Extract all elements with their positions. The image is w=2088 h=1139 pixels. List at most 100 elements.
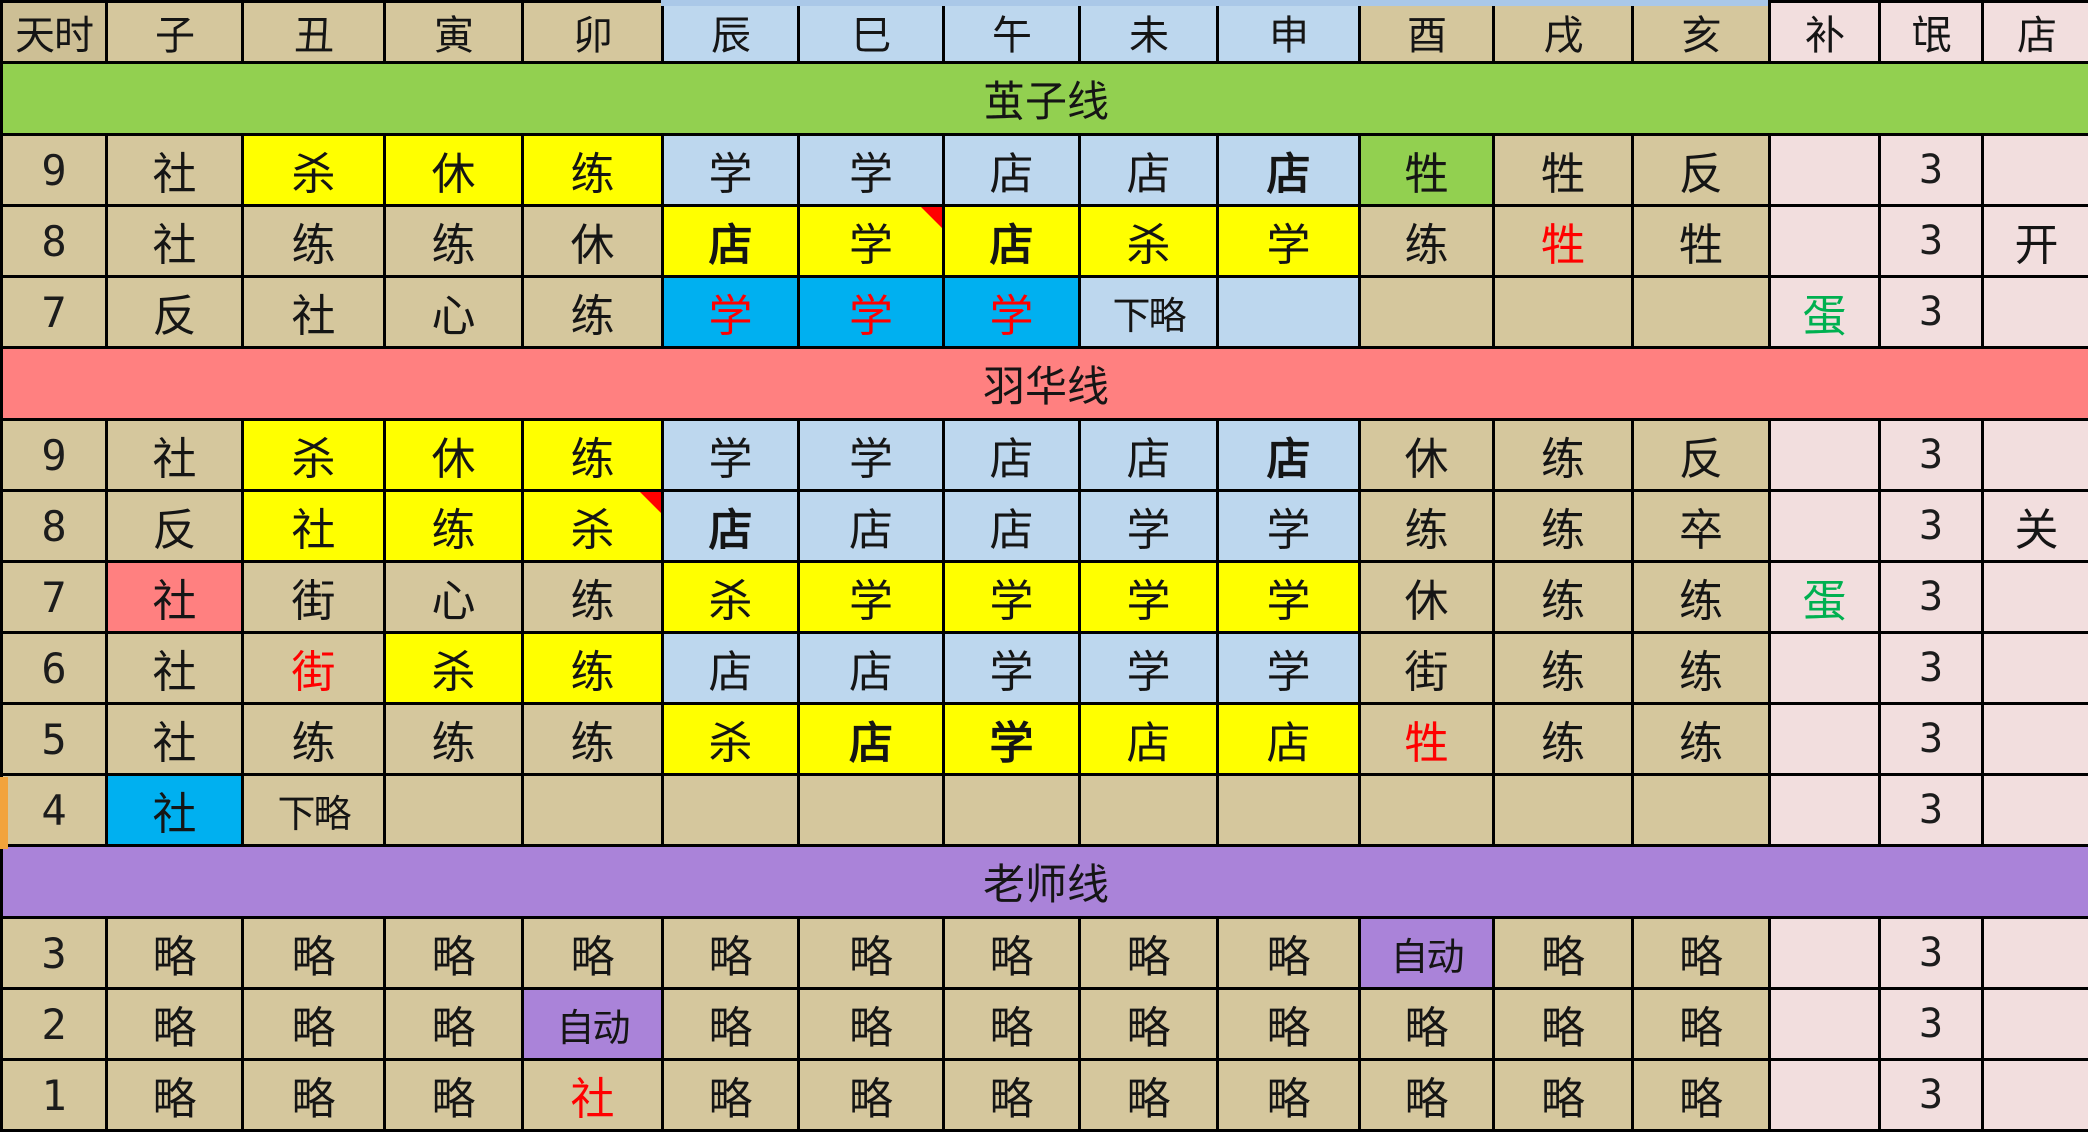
cell[interactable]: 略 (1631, 916, 1771, 990)
header-cell-巳[interactable]: 巳 (797, 0, 945, 64)
cell[interactable] (1358, 275, 1495, 349)
row-number[interactable]: 5 (0, 702, 108, 776)
cell[interactable]: 略 (105, 1058, 244, 1132)
cell[interactable]: 店 (942, 133, 1081, 207)
cell[interactable]: 店 (1078, 702, 1219, 776)
cell[interactable]: 3 (1878, 1058, 1984, 1132)
cell[interactable]: 心 (383, 275, 524, 349)
cell[interactable]: 学 (1078, 489, 1219, 563)
header-cell-亥[interactable]: 亥 (1631, 0, 1771, 64)
row-number[interactable]: 7 (0, 560, 108, 634)
cell[interactable]: 街 (1358, 631, 1495, 705)
cell[interactable]: 3 (1878, 133, 1984, 207)
cell[interactable]: 练 (1358, 204, 1495, 278)
cell[interactable]: 练 (1631, 560, 1771, 634)
cell[interactable]: 学 (661, 418, 800, 492)
cell[interactable]: 店 (942, 204, 1081, 278)
cell[interactable]: 店 (1216, 133, 1361, 207)
header-cell-子[interactable]: 子 (105, 0, 244, 64)
cell[interactable]: 心 (383, 560, 524, 634)
cell[interactable]: 关 (1981, 489, 2088, 563)
cell[interactable] (1981, 418, 2088, 492)
cell[interactable]: 社 (241, 275, 386, 349)
cell[interactable] (383, 773, 524, 847)
header-cell-未[interactable]: 未 (1078, 0, 1219, 64)
cell[interactable]: 略 (1216, 987, 1361, 1061)
cell[interactable]: 略 (942, 916, 1081, 990)
cell[interactable]: 3 (1878, 916, 1984, 990)
cell[interactable]: 练 (1492, 489, 1634, 563)
cell[interactable]: 休 (1358, 560, 1495, 634)
cell[interactable]: 略 (942, 1058, 1081, 1132)
row-number[interactable]: 9 (0, 418, 108, 492)
cell[interactable] (1981, 631, 2088, 705)
cell[interactable]: 牲 (1358, 133, 1495, 207)
cell[interactable]: 社 (105, 204, 244, 278)
cell[interactable] (1981, 987, 2088, 1061)
cell[interactable]: 略 (1631, 987, 1771, 1061)
cell[interactable]: 社 (105, 418, 244, 492)
cell[interactable] (1768, 773, 1881, 847)
cell[interactable]: 学 (1216, 204, 1361, 278)
cell[interactable]: 略 (1492, 1058, 1634, 1132)
cell[interactable]: 略 (1216, 1058, 1361, 1132)
cell[interactable]: 练 (241, 702, 386, 776)
cell[interactable] (1768, 489, 1881, 563)
cell[interactable]: 略 (797, 987, 945, 1061)
header-cell-申[interactable]: 申 (1216, 0, 1361, 64)
row-number[interactable]: 2 (0, 987, 108, 1061)
cell[interactable]: 练 (1358, 489, 1495, 563)
cell[interactable] (1981, 702, 2088, 776)
cell[interactable]: 略 (1078, 1058, 1219, 1132)
cell[interactable]: 学 (661, 275, 800, 349)
cell[interactable] (797, 773, 945, 847)
cell[interactable] (661, 773, 800, 847)
cell[interactable]: 略 (1492, 916, 1634, 990)
cell[interactable]: 略 (1358, 987, 1495, 1061)
cell[interactable]: 店 (797, 702, 945, 776)
cell[interactable] (1981, 560, 2088, 634)
row-number[interactable]: 4 (0, 773, 108, 847)
cell[interactable]: 练 (1492, 418, 1634, 492)
cell[interactable]: 社 (105, 631, 244, 705)
cell[interactable]: 略 (1216, 916, 1361, 990)
cell[interactable]: 店 (661, 489, 800, 563)
cell[interactable]: 学 (942, 275, 1081, 349)
cell[interactable]: 略 (942, 987, 1081, 1061)
cell[interactable]: 蛋 (1768, 275, 1881, 349)
header-cell-戌[interactable]: 戌 (1492, 0, 1634, 64)
cell[interactable]: 略 (661, 1058, 800, 1132)
row-number[interactable]: 1 (0, 1058, 108, 1132)
cell[interactable]: 略 (105, 916, 244, 990)
header-cell-寅[interactable]: 寅 (383, 0, 524, 64)
row-number[interactable]: 3 (0, 916, 108, 990)
cell[interactable]: 反 (1631, 133, 1771, 207)
cell[interactable]: 练 (521, 275, 664, 349)
cell[interactable]: 牲 (1492, 133, 1634, 207)
cell[interactable]: 卒 (1631, 489, 1771, 563)
cell[interactable]: 牲 (1631, 204, 1771, 278)
cell[interactable]: 自动 (521, 987, 664, 1061)
cell[interactable]: 休 (521, 204, 664, 278)
cell[interactable]: 学 (1078, 560, 1219, 634)
row-number[interactable]: 6 (0, 631, 108, 705)
cell[interactable]: 3 (1878, 275, 1984, 349)
cell[interactable] (1768, 133, 1881, 207)
cell[interactable]: 练 (383, 702, 524, 776)
header-cell-辰[interactable]: 辰 (661, 0, 800, 64)
cell[interactable]: 下略 (1078, 275, 1219, 349)
cell[interactable]: 略 (1078, 916, 1219, 990)
cell[interactable]: 练 (1492, 702, 1634, 776)
cell[interactable] (1768, 631, 1881, 705)
cell[interactable]: 略 (797, 1058, 945, 1132)
cell[interactable]: 练 (1492, 560, 1634, 634)
cell[interactable] (1981, 275, 2088, 349)
header-cell-天时[interactable]: 天时 (0, 0, 108, 64)
cell[interactable]: 学 (1078, 631, 1219, 705)
cell[interactable] (1768, 204, 1881, 278)
cell[interactable]: 略 (797, 916, 945, 990)
cell[interactable]: 略 (105, 987, 244, 1061)
cell[interactable]: 学 (942, 560, 1081, 634)
cell[interactable] (942, 773, 1081, 847)
cell[interactable] (1981, 133, 2088, 207)
